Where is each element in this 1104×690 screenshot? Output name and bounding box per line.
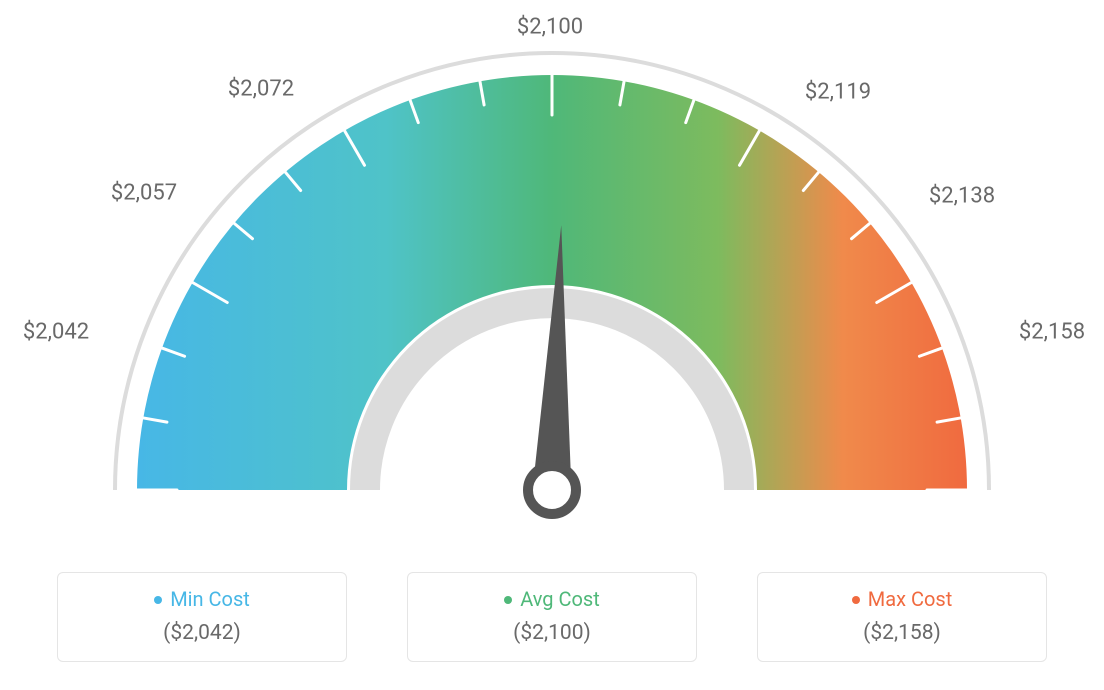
gauge-tick-label: $2,072 xyxy=(228,77,294,102)
gauge-tick-label: $2,158 xyxy=(1019,320,1085,345)
legend-row: Min Cost ($2,042) Avg Cost ($2,100) Max … xyxy=(0,572,1104,662)
legend-card-avg: Avg Cost ($2,100) xyxy=(407,572,697,662)
legend-label-avg: Avg Cost xyxy=(520,587,600,611)
legend-label-min: Min Cost xyxy=(170,587,250,611)
cost-gauge-chart: $2,042 $2,057 $2,072 $2,100 $2,119 $2,138 $2,1… xyxy=(0,0,1104,690)
legend-value-min: ($2,042) xyxy=(58,621,346,645)
dot-icon xyxy=(504,596,512,604)
gauge-area: $2,042 $2,057 $2,072 $2,100 $2,119 $2,138 $2,1… xyxy=(0,0,1104,540)
gauge-svg xyxy=(0,0,1104,540)
legend-value-avg: ($2,100) xyxy=(408,621,696,645)
legend-card-max: Max Cost ($2,158) xyxy=(757,572,1047,662)
gauge-tick-label: $2,100 xyxy=(517,15,583,40)
legend-label-max: Max Cost xyxy=(868,587,953,611)
legend-value-max: ($2,158) xyxy=(758,621,1046,645)
dot-icon xyxy=(852,596,860,604)
legend-title-max: Max Cost xyxy=(758,587,1046,611)
dot-icon xyxy=(154,596,162,604)
gauge-tick-label: $2,057 xyxy=(111,181,177,206)
legend-title-avg: Avg Cost xyxy=(408,587,696,611)
legend-card-min: Min Cost ($2,042) xyxy=(57,572,347,662)
gauge-tick-label: $2,138 xyxy=(929,184,995,209)
gauge-tick-label: $2,119 xyxy=(805,80,871,105)
legend-title-min: Min Cost xyxy=(58,587,346,611)
gauge-tick-label: $2,042 xyxy=(23,320,89,345)
